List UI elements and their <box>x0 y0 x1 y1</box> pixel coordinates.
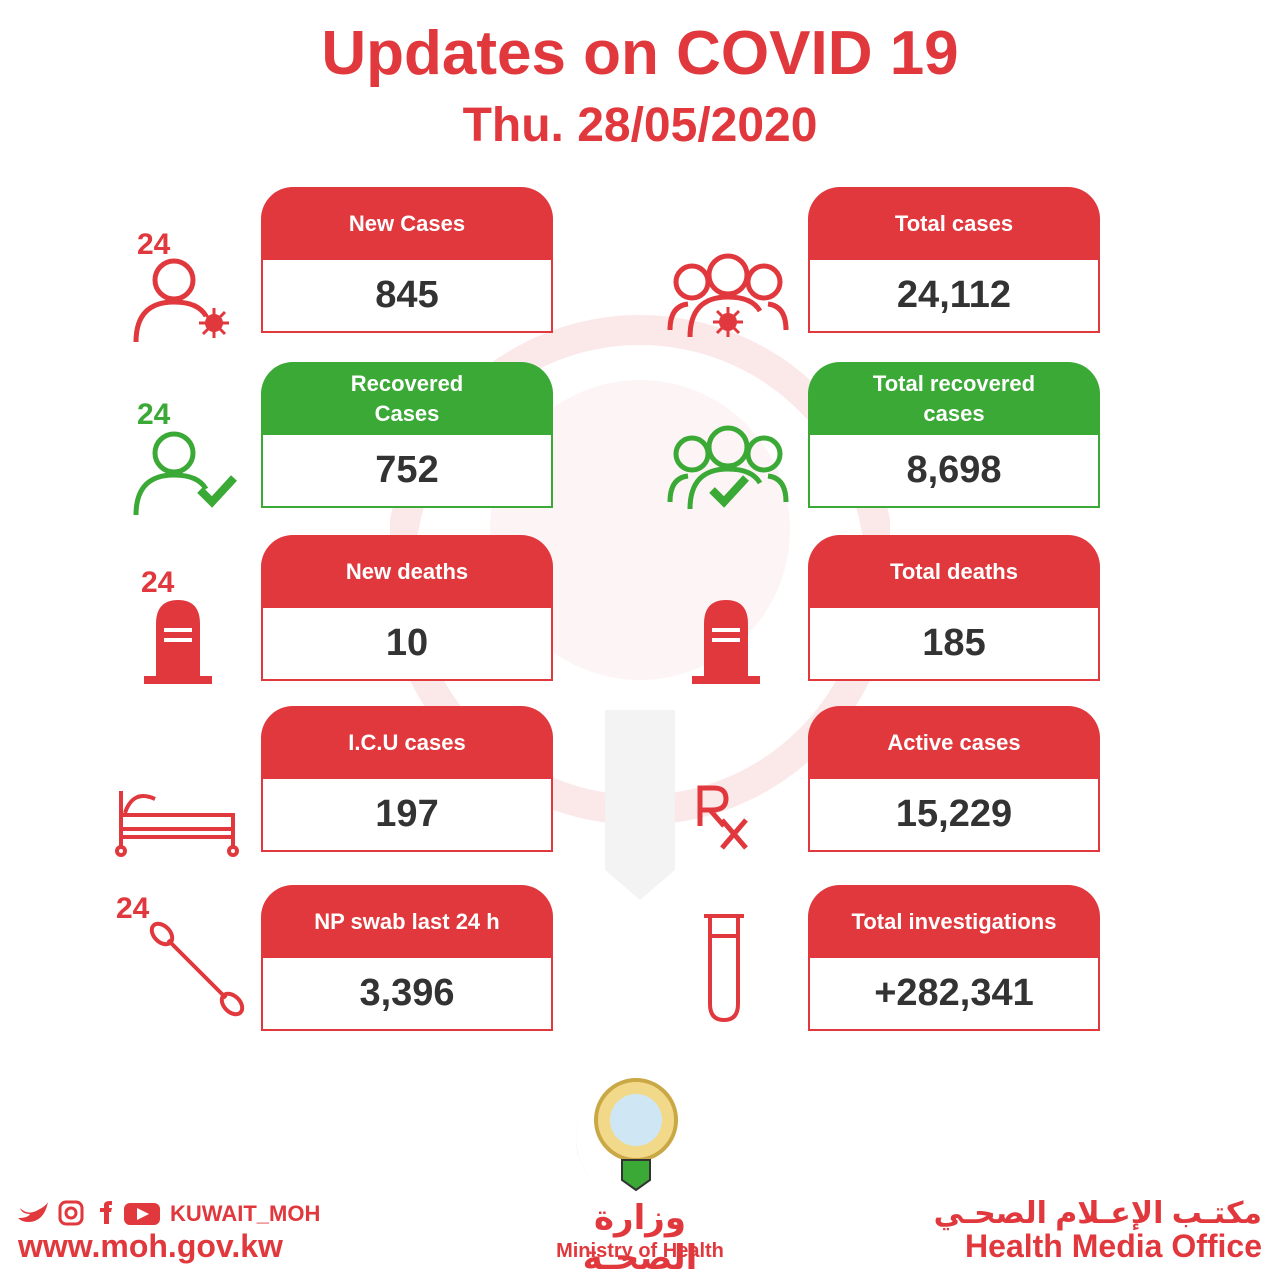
card-value: 8,698 <box>808 435 1100 508</box>
card-label: cases <box>923 400 985 426</box>
ministry-arabic: وزارة الصحـة <box>582 1199 698 1277</box>
date: Thu. 28/05/2020 <box>462 99 818 152</box>
card-icon <box>667 253 789 338</box>
card-label: Total recovered <box>872 370 1036 396</box>
card-label: Cases <box>374 400 440 426</box>
stat-card: Total recovered cases 8,698 <box>808 362 1100 508</box>
card-value: 15,229 <box>808 779 1100 852</box>
card-header: Active cases <box>808 706 1100 779</box>
card-value: 24,112 <box>808 260 1100 333</box>
card-icon <box>697 785 748 850</box>
stat-card: Active cases 15,229 <box>808 706 1100 852</box>
card-header: NP swab last 24 h <box>261 885 553 958</box>
card-header: Total investigations <box>808 885 1100 958</box>
stat-card: I.C.U cases 197 <box>261 706 553 852</box>
card-header: Total cases <box>808 187 1100 260</box>
card-icon <box>149 921 245 1017</box>
card-header: Total deaths <box>808 535 1100 608</box>
card-label: I.C.U cases <box>348 729 466 755</box>
card-icon <box>133 431 237 516</box>
card-value: +282,341 <box>808 958 1100 1031</box>
stat-card: New deaths 10 <box>261 535 553 681</box>
badge: 24 <box>141 566 175 599</box>
card-icon <box>692 600 760 684</box>
stat-card: Total deaths 185 <box>808 535 1100 681</box>
card-icon <box>144 600 212 684</box>
badge: 24 <box>137 228 171 261</box>
stat-card: Total cases 24,112 <box>808 187 1100 333</box>
badge: 24 <box>137 398 171 431</box>
card-value: 752 <box>261 435 553 508</box>
office-english: Health Media Office <box>965 1228 1262 1264</box>
card-value: 845 <box>261 260 553 333</box>
card-icon <box>133 258 229 343</box>
ministry-emblem <box>576 1078 690 1198</box>
card-label: Total deaths <box>890 558 1018 584</box>
card-value: 3,396 <box>261 958 553 1031</box>
card-icon <box>115 791 239 857</box>
social-icons <box>18 1200 160 1226</box>
card-label: Total investigations <box>851 908 1057 934</box>
card-label: New Cases <box>348 210 466 236</box>
card-header: I.C.U cases <box>261 706 553 779</box>
ministry-english: Ministry of Health <box>556 1240 724 1262</box>
stat-card: Total investigations +282,341 <box>808 885 1100 1031</box>
website: www.moh.gov.kw <box>18 1228 283 1264</box>
card-header: New Cases <box>261 187 553 260</box>
card-value: 185 <box>808 608 1100 681</box>
card-value: 10 <box>261 608 553 681</box>
card-header: New deaths <box>261 535 553 608</box>
social-handle: KUWAIT_MOH <box>170 1201 321 1226</box>
card-header: Total recovered cases <box>808 362 1100 435</box>
card-label: Active cases <box>887 729 1021 755</box>
card-label: NP swab last 24 h <box>314 908 500 934</box>
office-arabic: مكتـب الإعـلام الصحـي <box>933 1197 1262 1230</box>
title: Updates on COVID 19 <box>321 19 959 88</box>
badge: 24 <box>116 892 150 925</box>
card-label: Total cases <box>894 210 1014 236</box>
stat-card: Recovered Cases 752 <box>261 362 553 508</box>
stat-card: NP swab last 24 h 3,396 <box>261 885 553 1031</box>
stat-card: New Cases 845 <box>261 187 553 333</box>
card-icon <box>704 914 744 1023</box>
card-value: 197 <box>261 779 553 852</box>
card-label: New deaths <box>345 558 469 584</box>
card-label: Recovered <box>350 370 464 396</box>
card-header: Recovered Cases <box>261 362 553 435</box>
card-icon <box>667 425 789 510</box>
